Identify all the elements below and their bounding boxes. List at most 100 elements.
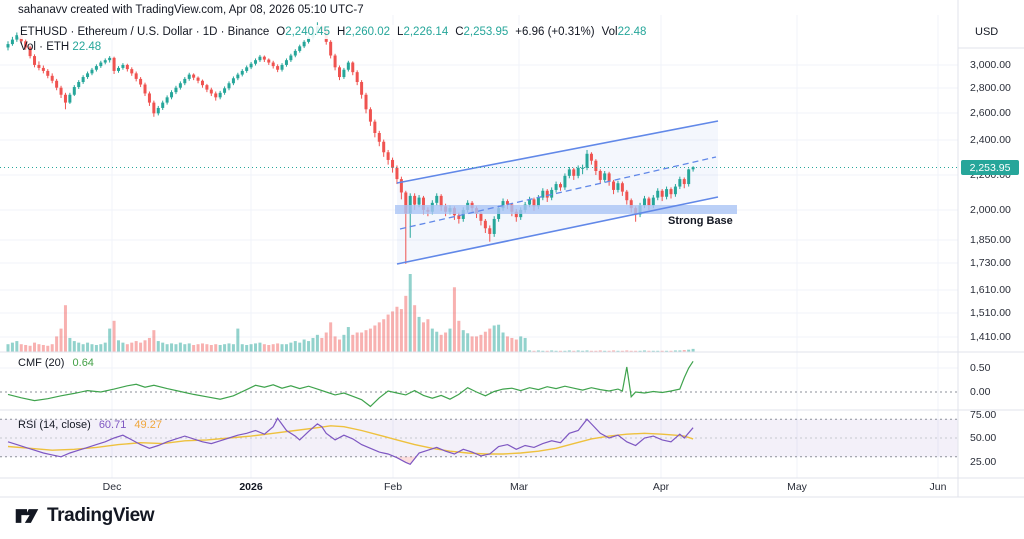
rsi-band — [0, 419, 958, 457]
volume-bar — [532, 350, 536, 352]
rsi-legend[interactable]: RSI (14, close) 60.71 49.27 — [18, 419, 167, 431]
volume-bar — [598, 350, 602, 352]
candle-body — [298, 46, 302, 51]
currency-label: USD — [975, 26, 999, 38]
candle-body — [550, 189, 554, 198]
volume-bar — [673, 350, 677, 352]
candle-body — [262, 56, 266, 60]
volume-bar — [55, 336, 59, 352]
volume-bar — [302, 339, 306, 352]
candle-body — [528, 199, 532, 205]
candle-body — [439, 195, 443, 207]
price-axis-label: 1,730.00 — [970, 257, 1011, 269]
candle-body — [404, 192, 408, 214]
time-axis[interactable]: Dec 2026 Feb Mar Apr May Jun — [0, 478, 1024, 497]
volume-bar — [271, 344, 275, 352]
volume-bar — [121, 342, 125, 352]
candle-body — [81, 77, 85, 83]
volume-bar — [430, 328, 434, 352]
volume-bar — [355, 332, 359, 352]
time-axis-label: Jun — [929, 481, 947, 493]
volume-bar — [545, 350, 549, 352]
candle-body — [240, 70, 244, 75]
candle-body — [72, 87, 76, 95]
candle-body — [656, 190, 660, 198]
cmf-legend[interactable]: CMF (20) 0.64 — [18, 357, 99, 369]
volume-bar — [125, 344, 129, 352]
tradingview-logo[interactable]: TradingView — [14, 503, 155, 529]
candle-body — [33, 56, 37, 65]
volume-bar — [391, 311, 395, 352]
low-value: 2,226.14 — [403, 26, 449, 38]
channel-lower-line — [396, 196, 719, 265]
price-axis-label: 2,600.00 — [970, 107, 1011, 119]
volume-value: 22.48 — [617, 26, 647, 38]
volume-bar — [439, 334, 443, 352]
volume-bar — [276, 343, 280, 352]
low-label: L — [397, 26, 404, 38]
candle-body — [249, 63, 253, 68]
candle-body — [289, 55, 293, 61]
candle-body — [625, 191, 629, 201]
candle-body — [284, 60, 288, 65]
volume-bar — [77, 342, 81, 352]
candle-body — [41, 67, 45, 71]
volume-bar — [523, 337, 527, 352]
candle-body — [435, 195, 439, 203]
close-value: 2,253.95 — [463, 26, 509, 38]
volume-bar — [691, 348, 695, 352]
candle-body — [620, 183, 624, 192]
candle-body — [563, 175, 567, 188]
candle-body — [254, 60, 258, 64]
volume-bar — [187, 343, 191, 352]
candle-body — [647, 198, 651, 206]
candle-body — [24, 41, 28, 48]
volume-bar — [258, 342, 262, 352]
volume-bar — [603, 350, 607, 352]
price-axis-label: 0.00 — [970, 386, 991, 398]
candle-body — [178, 83, 182, 88]
volume-bar — [382, 319, 386, 352]
candle-body — [417, 197, 421, 205]
candle-body — [594, 160, 598, 171]
candle-body — [355, 72, 359, 83]
volume-bar — [682, 350, 686, 352]
volume-bar — [161, 342, 165, 352]
volume-bar — [448, 328, 452, 352]
symbol-legend[interactable]: ETHUSD · Ethereum / U.S. Dollar · 1D · B… — [18, 25, 652, 39]
volume-bar — [612, 350, 616, 352]
volume-legend[interactable]: Vol · ETH 22.48 — [18, 41, 101, 53]
rsi-ma-value: 49.27 — [134, 419, 162, 431]
volume-bar — [567, 350, 571, 352]
volume-bar — [461, 330, 465, 352]
candle-body — [492, 218, 496, 234]
volume-bar — [642, 350, 646, 352]
candle-body — [382, 141, 386, 153]
rsi-line — [7, 417, 694, 466]
volume-bar — [395, 306, 399, 352]
volume-bar — [417, 316, 421, 352]
volume-bar — [236, 328, 240, 352]
candle-body — [200, 80, 204, 86]
price-axis[interactable]: USD 2,253.95 3,000.00 2,800.00 2,600.00 2,4… — [958, 0, 1024, 497]
time-axis-label: May — [787, 481, 807, 493]
time-axis-label: Apr — [652, 481, 670, 493]
volume-bar — [351, 334, 355, 352]
volume-bar — [108, 328, 112, 352]
volume-bar — [307, 341, 311, 352]
volume-bar — [298, 342, 302, 352]
volume-bar — [620, 350, 624, 352]
candle-body — [391, 159, 395, 168]
volume-bar — [373, 325, 377, 352]
price-axis-label: 2,000.00 — [970, 204, 1011, 216]
volume-bar — [196, 344, 200, 352]
volume-bar — [665, 350, 669, 352]
volume-bar — [492, 325, 496, 352]
volume-bar — [651, 350, 655, 352]
volume-bar — [483, 331, 487, 352]
candle-body — [395, 167, 399, 180]
volume-bar — [426, 319, 430, 352]
candle-body — [108, 57, 112, 61]
tradingview-logo-icon — [15, 509, 39, 523]
